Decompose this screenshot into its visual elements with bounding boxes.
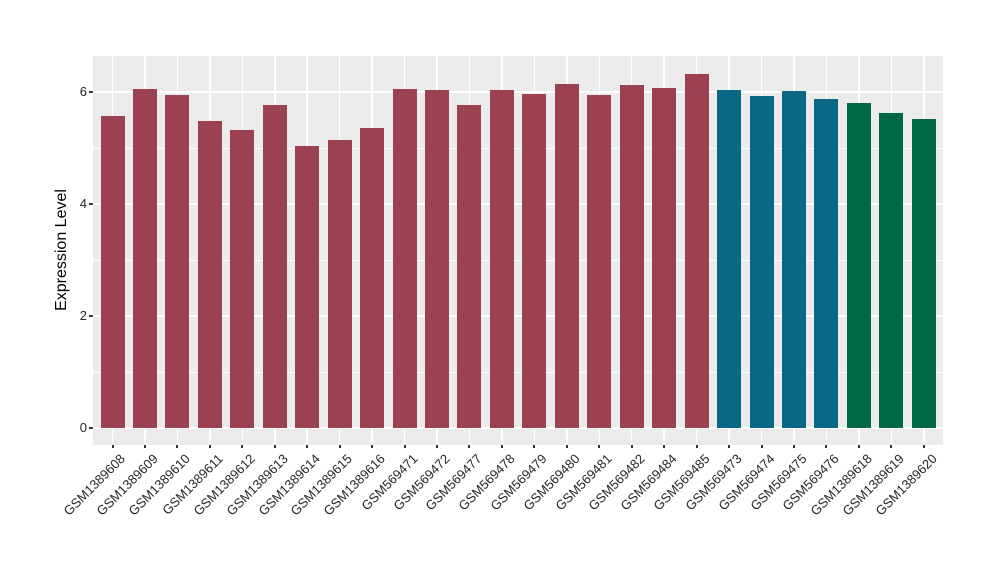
- x-tick: [760, 445, 763, 448]
- bar: [360, 128, 385, 428]
- bar: [295, 146, 320, 428]
- bar: [587, 95, 612, 428]
- bar: [522, 94, 547, 428]
- x-tick: [857, 445, 860, 448]
- bar: [197, 121, 222, 428]
- x-tick: [403, 445, 406, 448]
- y-tick: [89, 203, 93, 205]
- bar: [717, 90, 742, 428]
- y-tick-label: 6: [79, 84, 87, 99]
- x-tick: [500, 445, 503, 448]
- x-tick: [208, 445, 211, 448]
- bar: [781, 91, 806, 428]
- x-tick: [241, 445, 244, 448]
- y-tick: [89, 315, 93, 317]
- bar: [911, 119, 936, 428]
- bar: [425, 90, 449, 428]
- y-tick-label: 0: [79, 420, 87, 435]
- x-tick: [565, 445, 568, 448]
- x-tick: [143, 445, 146, 448]
- gridline-minor: [93, 148, 943, 149]
- bar: [879, 113, 904, 428]
- bar: [846, 103, 871, 428]
- x-tick: [598, 445, 601, 448]
- x-tick: [890, 445, 893, 448]
- bar: [489, 90, 514, 428]
- y-tick-label: 4: [79, 196, 87, 211]
- x-tick: [922, 445, 925, 448]
- gridline-major: [93, 91, 943, 93]
- gridline-major: [93, 427, 943, 429]
- bar: [100, 116, 125, 428]
- x-tick: [695, 445, 698, 448]
- x-tick: [792, 445, 795, 448]
- x-tick: [663, 445, 666, 448]
- gridline-major: [93, 203, 943, 205]
- gridline-minor: [93, 372, 943, 373]
- x-tick: [468, 445, 471, 448]
- y-tick: [89, 427, 93, 429]
- bar: [132, 89, 157, 428]
- x-tick: [436, 445, 438, 448]
- bar: [684, 74, 709, 428]
- bar: [619, 85, 644, 428]
- y-tick-label: 2: [79, 308, 87, 323]
- y-tick: [89, 91, 93, 93]
- x-tick: [825, 445, 828, 448]
- bar: [165, 95, 190, 428]
- x-tick: [630, 445, 633, 448]
- bar: [262, 105, 287, 428]
- gridline-major: [93, 315, 943, 317]
- bar: [652, 88, 677, 428]
- x-tick: [111, 445, 114, 448]
- plot-panel: [93, 56, 943, 445]
- x-tick: [533, 445, 536, 448]
- x-tick: [273, 445, 276, 448]
- bar: [230, 130, 255, 428]
- bar: [554, 84, 579, 428]
- bar: [327, 140, 352, 428]
- x-tick: [338, 445, 341, 448]
- gridline-minor: [93, 260, 943, 261]
- x-tick: [728, 445, 731, 448]
- x-tick: [176, 445, 179, 448]
- bar: [392, 89, 417, 428]
- bar: [814, 99, 839, 428]
- x-tick: [371, 445, 374, 448]
- bar: [749, 96, 774, 428]
- bar: [457, 105, 482, 428]
- x-tick: [306, 445, 309, 448]
